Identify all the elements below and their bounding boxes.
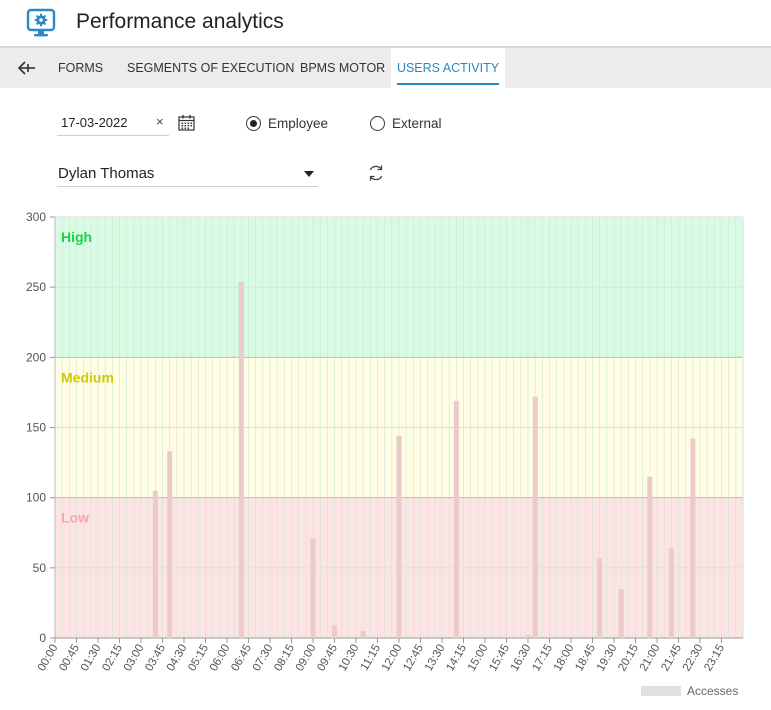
bar-accesses <box>310 538 316 638</box>
zone-label-low: Low <box>61 510 89 526</box>
tab-users-activity[interactable]: USERS ACTIVITY <box>391 48 505 88</box>
date-value: 17-03-2022 <box>61 115 128 130</box>
x-tick-label: 18:45 <box>573 643 598 674</box>
tab-segments-of-execution[interactable]: SEGMENTS OF EXECUTION <box>127 61 295 75</box>
y-tick-label: 200 <box>26 350 46 364</box>
bar-accesses <box>690 438 696 638</box>
user-select[interactable]: Dylan Thomas <box>57 163 318 187</box>
x-tick-label: 08:15 <box>272 643 297 674</box>
page-title: Performance analytics <box>76 10 284 33</box>
clear-date-button[interactable]: × <box>156 114 164 129</box>
x-tick-label: 09:00 <box>294 643 319 674</box>
bar-accesses <box>238 281 244 638</box>
employee-radio[interactable]: Employee <box>246 116 336 134</box>
chevron-down-icon <box>304 171 314 177</box>
tab-bpms-motor[interactable]: BPMS MOTOR <box>300 61 386 75</box>
zone-label-high: High <box>61 229 92 245</box>
x-tick-label: 02:15 <box>100 643 125 674</box>
x-tick-label: 13:30 <box>423 643 448 674</box>
activity-chart: 300 250 200 150 100 50 0 High Medium Low 00:0000:4… <box>26 210 744 698</box>
radio-checked-icon <box>246 116 261 131</box>
external-radio[interactable]: External <box>370 116 450 134</box>
x-tick-label: 19:30 <box>595 643 620 674</box>
legend-label: Accesses <box>687 684 738 698</box>
x-tick-label: 03:00 <box>122 643 147 674</box>
x-tick-label: 14:15 <box>444 643 469 674</box>
x-tick-label: 12:00 <box>380 643 405 674</box>
y-tick-label: 0 <box>39 631 46 645</box>
x-tick-label: 05:15 <box>186 643 211 674</box>
bar-accesses <box>396 435 402 638</box>
x-tick-label: 21:45 <box>659 643 684 674</box>
bar-accesses <box>525 635 531 638</box>
bar-accesses <box>647 476 653 638</box>
x-tick-label: 09:45 <box>315 643 340 674</box>
bar-accesses <box>532 396 538 638</box>
tab-bar: FORMS SEGMENTS OF EXECUTION BPMS MOTOR U… <box>0 46 771 88</box>
radio-unchecked-icon <box>370 116 385 131</box>
legend-swatch <box>641 686 681 696</box>
x-tick-label: 06:45 <box>229 643 254 674</box>
y-tick-label: 150 <box>26 421 46 435</box>
app-header: Performance analytics <box>0 0 771 46</box>
x-tick-label: 18:00 <box>552 643 577 674</box>
x-tick-label: 20:15 <box>616 643 641 674</box>
x-tick-label: 07:30 <box>251 643 276 674</box>
x-tick-label: 12:45 <box>401 643 426 674</box>
back-arrow-icon[interactable] <box>16 58 38 78</box>
bar-accesses <box>167 451 173 638</box>
bar-accesses <box>597 558 603 638</box>
x-tick-label: 00:00 <box>36 643 61 674</box>
x-tick-label: 16:30 <box>509 643 534 674</box>
y-tick-label: 250 <box>26 280 46 294</box>
bar-accesses <box>332 625 337 638</box>
bar-accesses <box>360 630 366 638</box>
bar-accesses <box>618 588 624 638</box>
monitor-gear-icon <box>26 8 56 37</box>
x-tick-label: 03:45 <box>143 643 168 674</box>
y-tick-label: 300 <box>26 210 46 224</box>
x-tick-label: 00:45 <box>57 643 82 674</box>
refresh-icon[interactable] <box>366 163 386 183</box>
y-tick-label: 100 <box>26 491 46 505</box>
x-tick-label: 01:30 <box>79 643 104 674</box>
x-tick-label: 23:15 <box>702 643 727 674</box>
x-tick-label: 17:15 <box>530 643 555 674</box>
bar-accesses <box>453 400 459 638</box>
date-field[interactable]: 17-03-2022 × <box>57 112 169 136</box>
x-tick-label: 06:00 <box>208 643 233 674</box>
selected-user: Dylan Thomas <box>58 165 155 182</box>
x-tick-label: 15:00 <box>466 643 491 674</box>
x-tick-label: 10:30 <box>337 643 362 674</box>
bar-accesses <box>152 490 158 638</box>
bar-accesses <box>668 548 674 638</box>
x-tick-label: 21:00 <box>638 643 663 674</box>
x-tick-label: 04:30 <box>165 643 190 674</box>
calendar-icon[interactable] <box>178 114 195 131</box>
y-tick-label: 50 <box>33 561 47 575</box>
x-tick-label: 15:45 <box>487 643 512 674</box>
external-radio-label: External <box>392 116 442 131</box>
x-tick-label: 22:30 <box>681 643 706 674</box>
tab-forms[interactable]: FORMS <box>58 61 104 75</box>
employee-radio-label: Employee <box>268 116 329 131</box>
zone-label-medium: Medium <box>61 369 114 385</box>
